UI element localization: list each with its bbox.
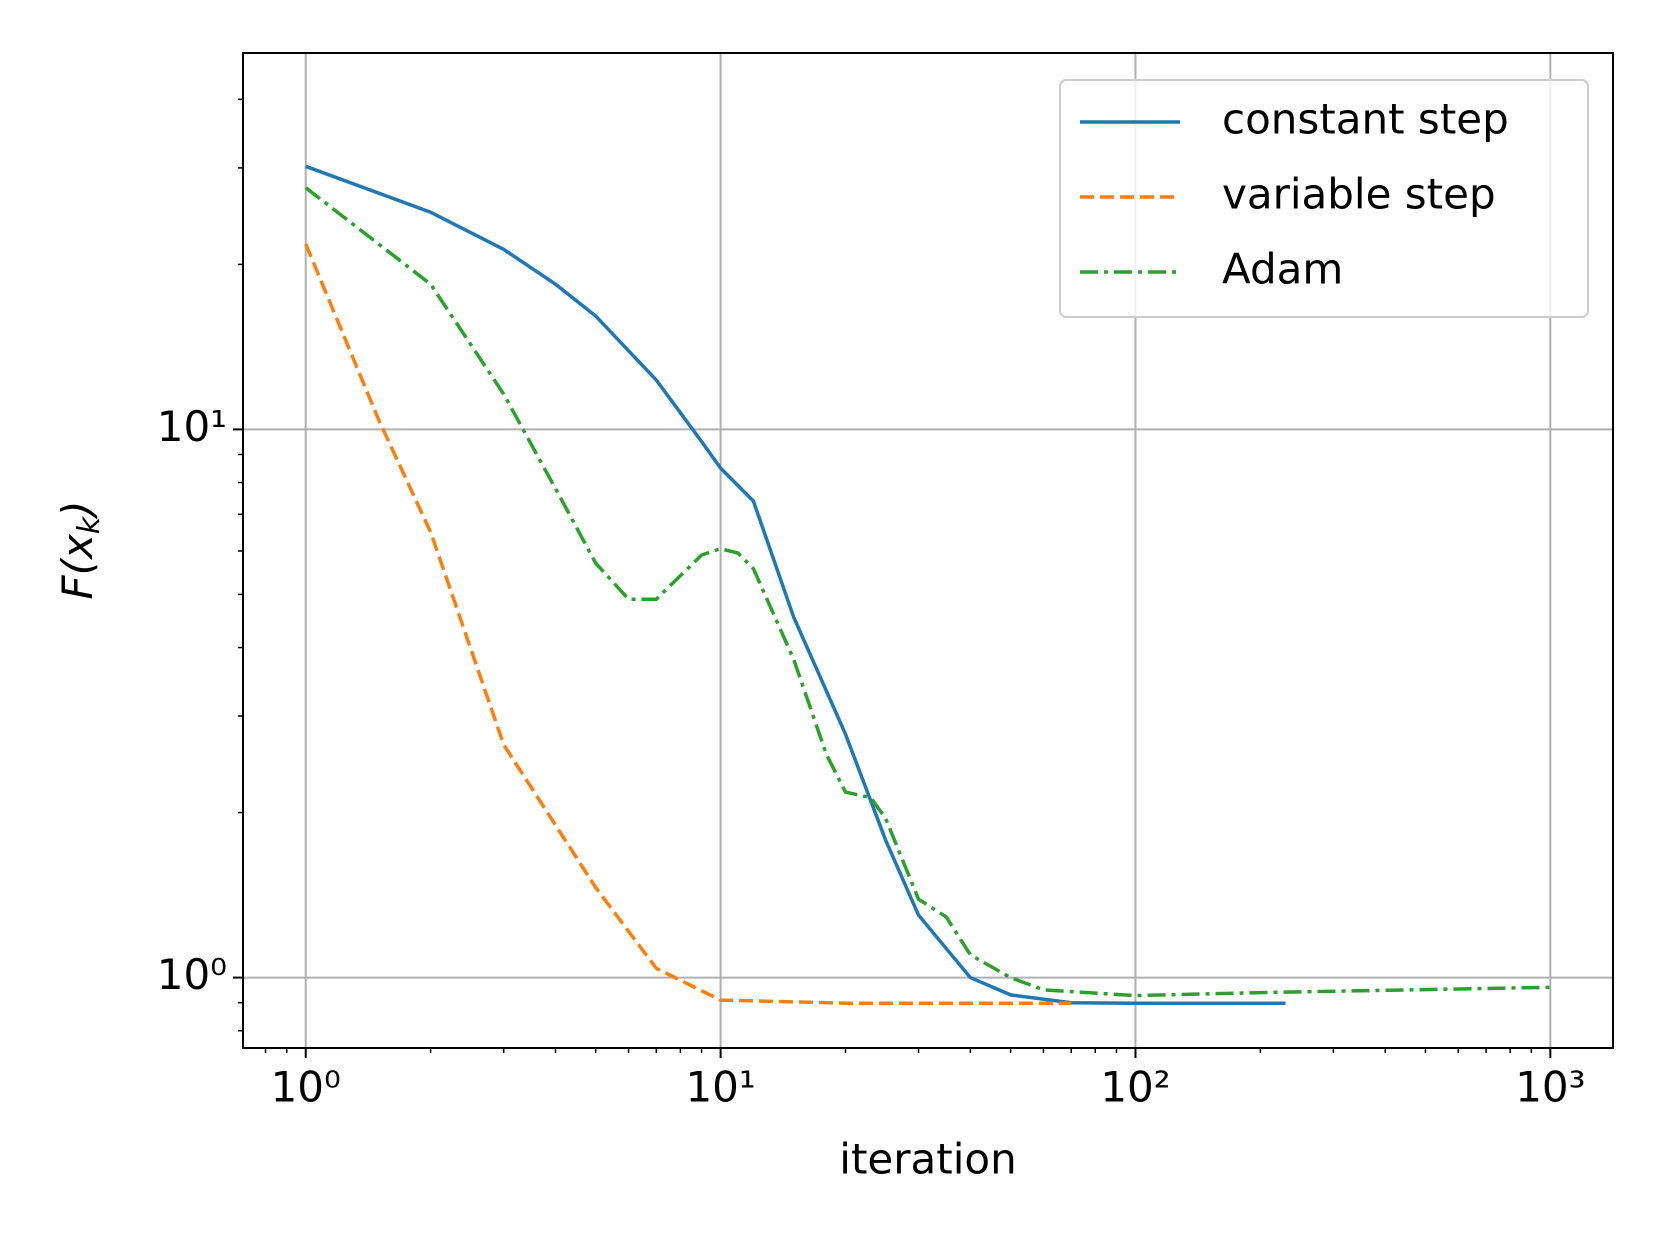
y-tick-label: 10¹ [157, 402, 227, 451]
y-label-main: F(x [53, 533, 102, 600]
x-tick-label: 10⁰ [271, 1063, 341, 1112]
x-axis-label: iteration [839, 1135, 1016, 1184]
y-tick-label: 10⁰ [157, 950, 227, 999]
legend: constant step variable step Adam [1059, 79, 1589, 318]
legend-frame [1059, 79, 1589, 318]
plot-frame [242, 52, 1614, 1049]
series-line [304, 243, 1072, 1005]
legend-label: Adam [1222, 245, 1343, 294]
legend-label: variable step [1222, 170, 1496, 219]
x-tick-label: 10² [1100, 1063, 1170, 1112]
x-tick-label: 10³ [1515, 1063, 1585, 1112]
y-label-sub: k [72, 515, 107, 534]
y-label-close: ) [53, 500, 102, 519]
series-line [304, 186, 1551, 998]
y-axis-label: F(xk) [53, 500, 107, 599]
x-tick-label: 10¹ [685, 1063, 755, 1112]
series-line [305, 164, 1286, 1005]
legend-label: constant step [1222, 95, 1509, 144]
